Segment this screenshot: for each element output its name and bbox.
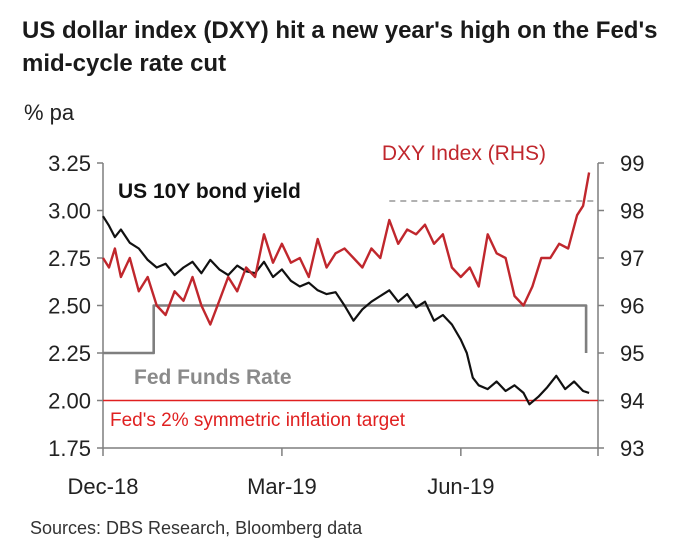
right-tick-label: 95 [620,341,644,366]
x-tick-label: Dec-18 [68,474,139,499]
x-tick-label: Jun-19 [427,474,494,499]
right-tick-label: 96 [620,294,644,319]
left-tick-label: 2.25 [48,341,91,366]
annotation-fed-funds-rate: Fed Funds Rate [134,366,292,389]
right-tick-label: 97 [620,246,644,271]
left-tick-label: 2.50 [48,294,91,319]
chart-title: US dollar index (DXY) hit a new year's h… [22,17,658,77]
x-tick-label: Mar-19 [247,474,317,499]
y-axis-unit-label: % pa [24,100,75,125]
series-fed-funds-rate [103,304,588,355]
annotation-inflation-target: Fed's 2% symmetric inflation target [110,410,406,431]
series-us-10y-bond-yield [102,215,590,406]
annotation-dxy-index: DXY Index (RHS) [382,142,546,165]
source-note: Sources: DBS Research, Bloomberg data [30,518,363,538]
left-tick-label: 2.75 [48,246,91,271]
series-dxy-index [101,172,591,326]
annotations: US 10Y bond yield Fed Funds Rate Fed's 2% … [110,142,546,431]
left-tick-label: 2.00 [48,389,91,414]
left-tick-label: 1.75 [48,436,91,461]
tick-labels: 3.25 3.00 2.75 2.50 2.25 2.00 1.75 99 98 97 96 95 94… [48,151,644,499]
right-tick-label: 99 [620,151,644,176]
left-tick-label: 3.00 [48,199,91,224]
left-tick-label: 3.25 [48,151,91,176]
annotation-us-10y-bond-yield: US 10Y bond yield [118,180,301,203]
right-tick-label: 98 [620,199,644,224]
series-lines [101,172,598,406]
right-tick-label: 93 [620,436,644,461]
right-tick-label: 94 [620,389,644,414]
